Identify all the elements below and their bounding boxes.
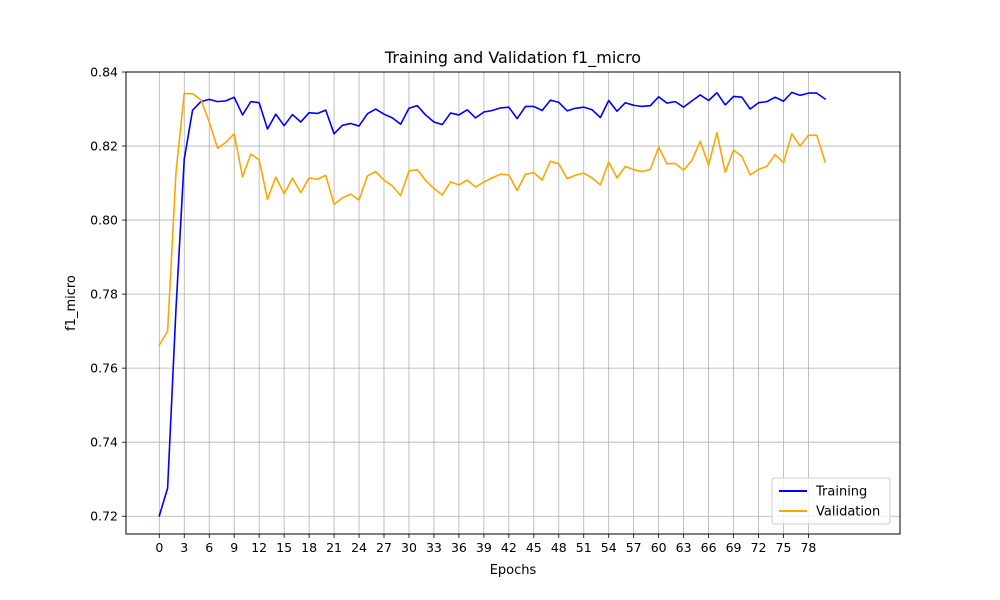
x-tick-label: 51 [576,540,592,555]
x-tick-label: 54 [601,540,617,555]
y-tick-label: 0.80 [90,213,118,228]
x-tick-label: 48 [551,540,567,555]
legend-box [771,477,891,525]
x-tick-label: 60 [651,540,667,555]
x-tick-label: 42 [501,540,517,555]
x-tick-label: 66 [701,540,717,555]
x-tick-label: 33 [426,540,442,555]
y-axis-label: f1_micro [64,275,79,331]
series-validation-line [158,92,827,347]
x-tick-label: 75 [776,540,792,555]
x-tick-label: 15 [276,540,292,555]
legend: Training Validation [771,477,891,525]
x-tick-label: 21 [326,540,342,555]
plot-frame [125,71,901,535]
chart-title: Training and Validation f1_micro [384,48,641,68]
x-tick-label: 45 [526,540,542,555]
x-tick-label: 69 [726,540,742,555]
y-tick-label: 0.72 [90,509,118,524]
tick-layer: 0 3 6 9 12 15 18 21 24 27 30 33 36 39 42 45 48 51 54 57 60 63… [90,65,816,556]
x-tick-label: 3 [180,540,188,555]
x-tick-label: 12 [251,540,267,555]
legend-validation-label: Validation [816,505,880,520]
y-tick-label: 0.82 [90,139,118,154]
x-tick-label: 72 [751,540,767,555]
grid-layer [126,71,900,534]
x-tick-label: 57 [626,540,642,555]
x-tick-label: 30 [401,540,417,555]
x-tick-label: 27 [376,540,392,555]
x-tick-label: 9 [230,540,238,555]
x-tick-label: 6 [205,540,213,555]
x-axis-label: Epochs [490,563,537,578]
x-tick-label: 78 [800,540,816,555]
legend-training-label: Training [815,485,867,500]
x-tick-label: 18 [301,540,317,555]
y-tick-label: 0.76 [90,361,118,376]
x-tick-label: 0 [155,540,163,555]
x-tick-label: 63 [676,540,692,555]
y-tick-label: 0.78 [90,287,118,302]
series-layer [158,91,827,517]
y-tick-label: 0.84 [90,65,118,80]
x-tick-label: 36 [451,540,467,555]
x-tick-label: 39 [476,540,492,555]
x-tick-label: 24 [351,540,367,555]
series-training-line [158,91,827,517]
y-tick-label: 0.74 [90,435,118,450]
